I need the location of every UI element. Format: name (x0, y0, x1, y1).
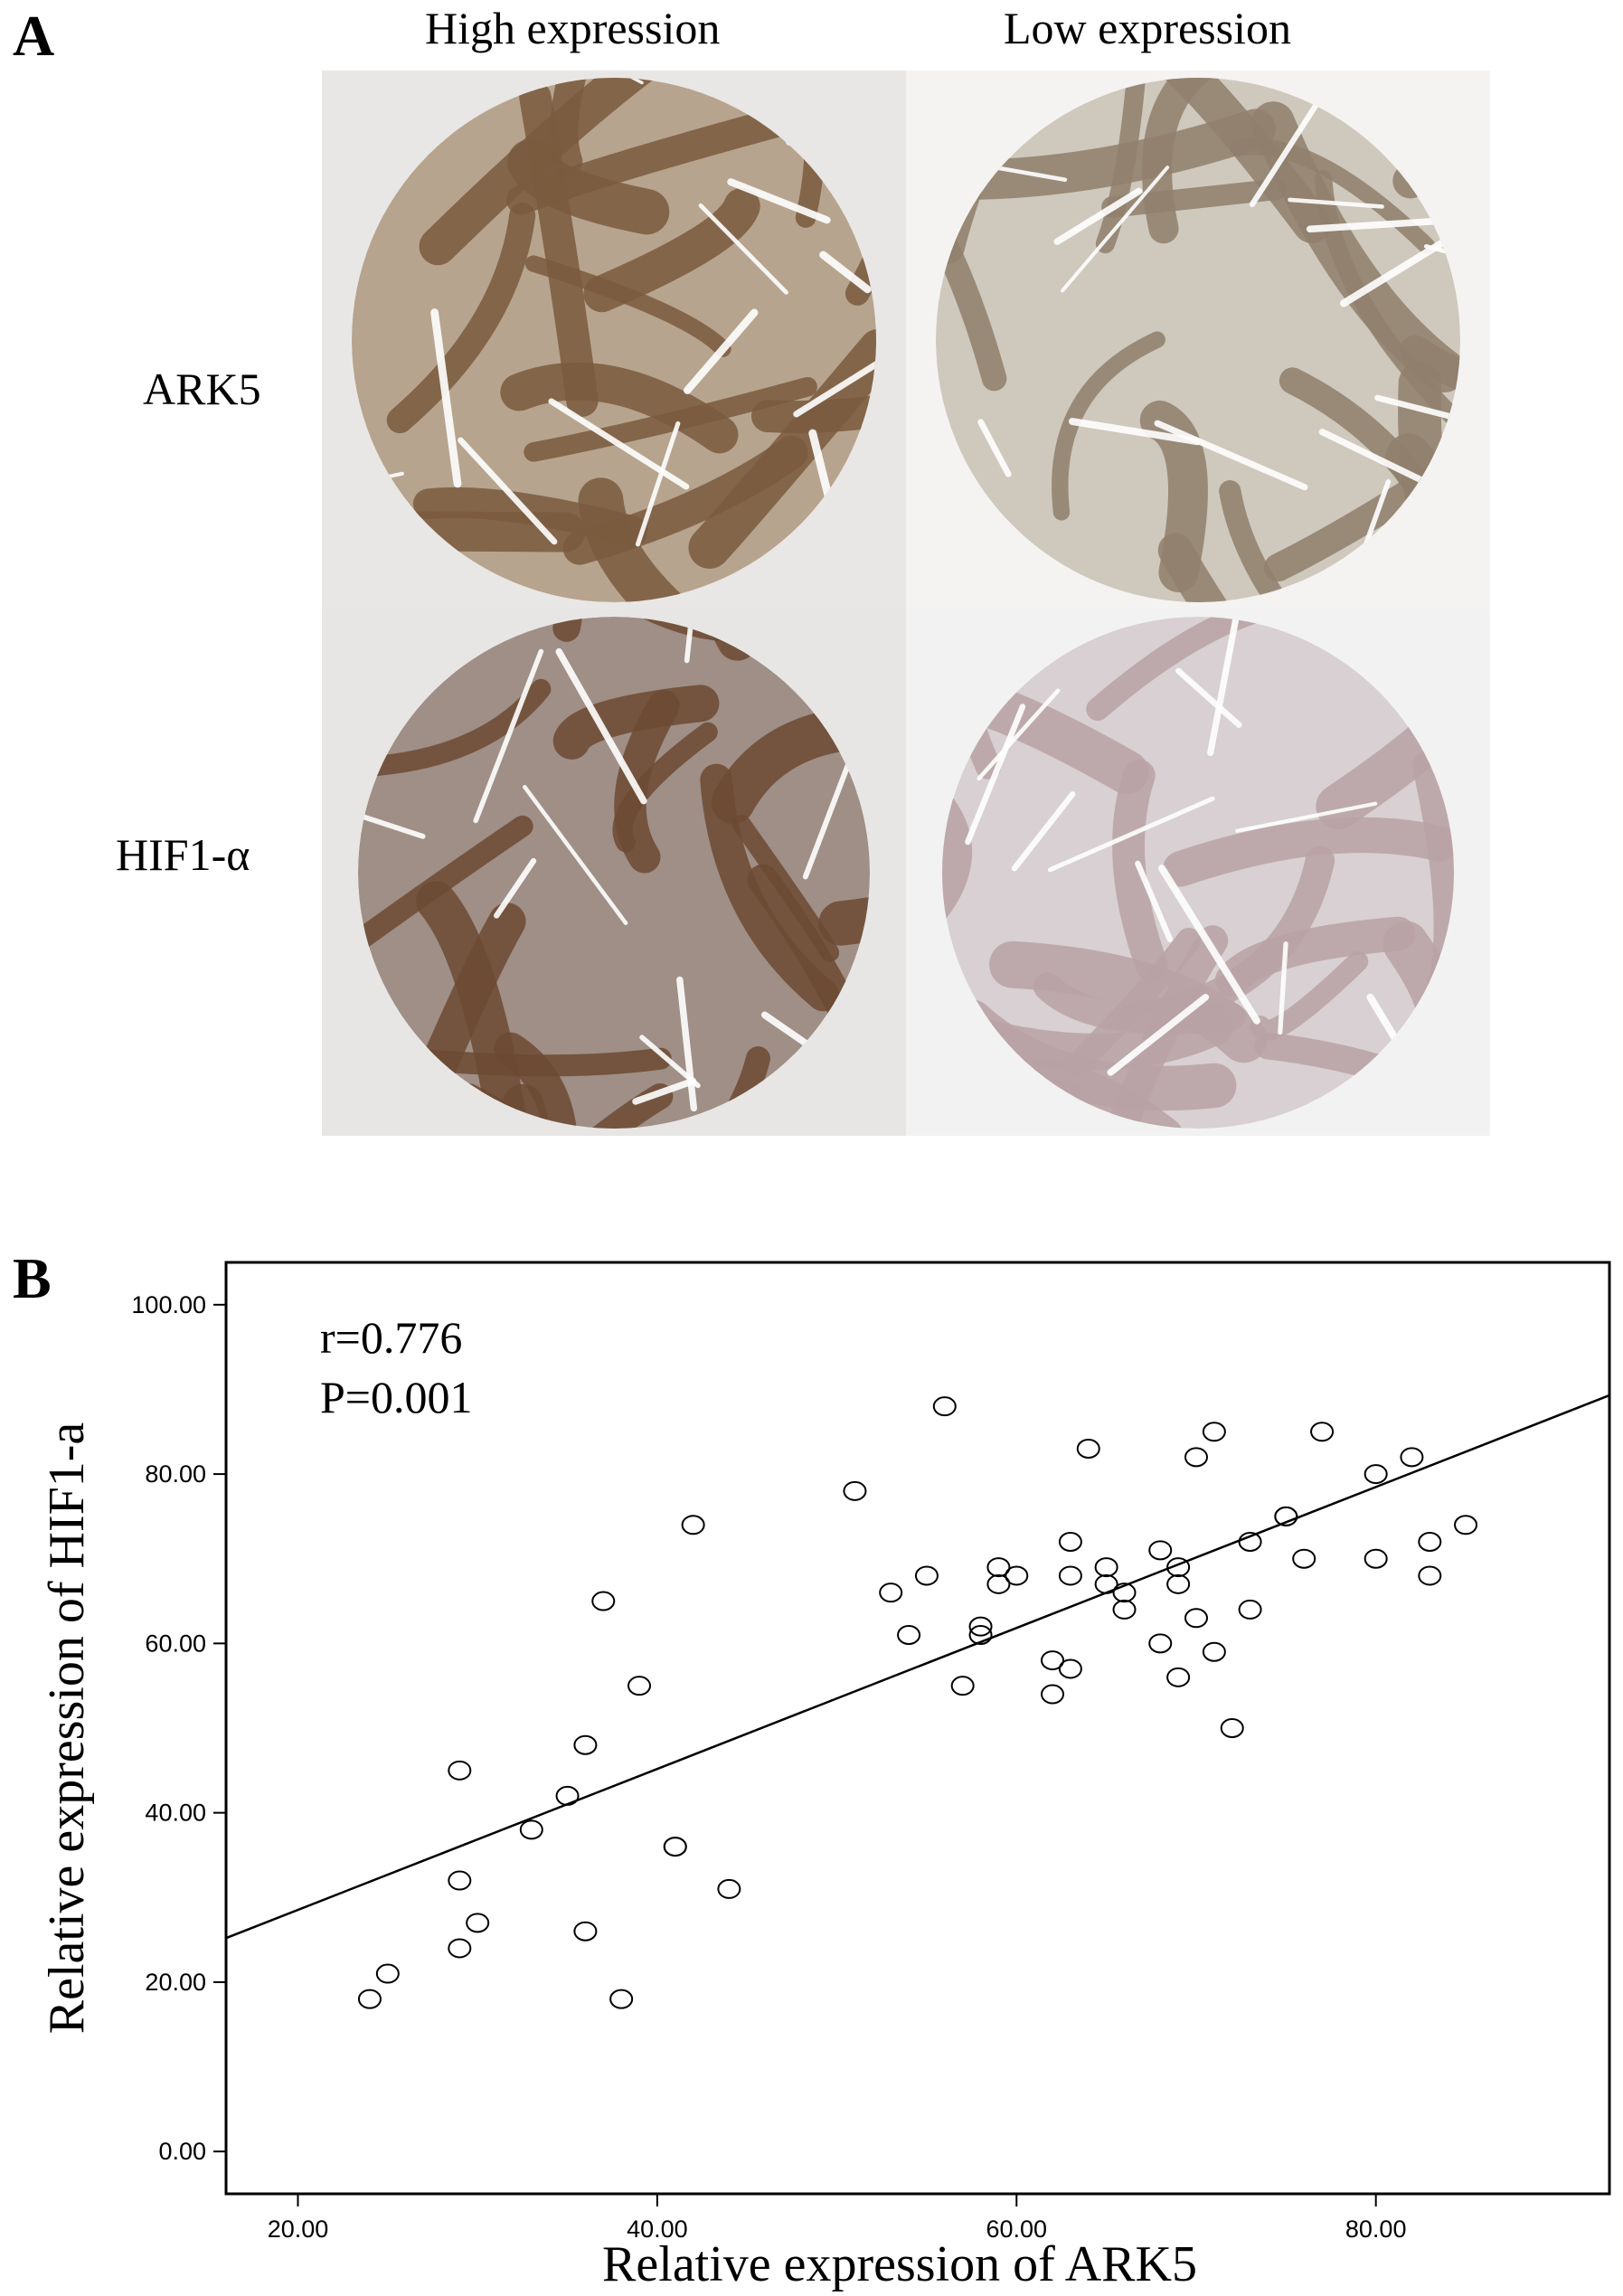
data-point (591, 1591, 616, 1611)
row-header-hif1a: HIF1-α (116, 829, 250, 880)
data-point (375, 1963, 400, 1984)
data-point (879, 1583, 903, 1603)
y-tick-label: 20.00 (145, 1969, 206, 1996)
data-point (897, 1625, 921, 1645)
data-point (968, 1625, 993, 1645)
data-point (627, 1676, 652, 1696)
data-point (932, 1396, 957, 1417)
data-point (448, 1870, 472, 1891)
data-point (448, 1938, 472, 1959)
data-point (1166, 1667, 1191, 1687)
data-point (1166, 1573, 1191, 1594)
scatter-chart: 0.00 20.00 40.00 60.00 80.00 100.00 20.00 40.0… (39, 1261, 1611, 2292)
y-axis-ticks: 0.00 20.00 40.00 60.00 80.00 100.00 (131, 1291, 226, 2165)
data-point (1274, 1506, 1298, 1526)
data-points (357, 1396, 1478, 2009)
data-point (1418, 1565, 1442, 1586)
data-point (1041, 1684, 1065, 1705)
panel-b-label: B (13, 1246, 52, 1310)
data-point (968, 1616, 993, 1637)
y-tick-label: 0.00 (158, 2138, 206, 2165)
data-point (1112, 1599, 1137, 1620)
data-point (1148, 1540, 1173, 1561)
data-point (1364, 1464, 1388, 1485)
data-point (573, 1921, 598, 1942)
data-point (663, 1837, 687, 1857)
x-axis-ticks: 20.00 40.00 60.00 80.00 (268, 2194, 1407, 2243)
column-header-high: High expression (425, 3, 721, 53)
data-point (1310, 1422, 1335, 1442)
stat-r: r=0.776 (320, 1312, 462, 1363)
data-point (717, 1878, 741, 1899)
ark5-low-tissue-image (906, 71, 1490, 609)
data-point (1400, 1447, 1424, 1468)
x-axis-label: Relative expression of ARK5 (602, 2236, 1197, 2292)
data-point (681, 1515, 705, 1535)
data-point (1202, 1641, 1226, 1662)
data-point (1238, 1599, 1262, 1620)
data-point (950, 1676, 975, 1696)
data-point (1238, 1532, 1262, 1552)
data-point (466, 1913, 490, 1933)
data-point (1041, 1650, 1065, 1671)
data-point (843, 1480, 867, 1501)
data-point (1058, 1658, 1082, 1679)
data-point (555, 1785, 580, 1806)
regression-line (225, 1394, 1610, 1940)
row-header-ark5: ARK5 (143, 364, 261, 414)
data-point (1076, 1439, 1100, 1459)
data-point (1148, 1633, 1173, 1654)
panel-a-label: A (13, 4, 55, 68)
x-tick-label: 60.00 (986, 2216, 1047, 2243)
data-point (1364, 1548, 1388, 1569)
data-point (1418, 1532, 1442, 1552)
data-point (573, 1734, 598, 1755)
data-point (1058, 1532, 1082, 1552)
x-tick-label: 80.00 (1345, 2216, 1407, 2243)
data-point (1454, 1515, 1478, 1535)
data-point (1112, 1583, 1137, 1603)
stat-p: P=0.001 (320, 1372, 473, 1422)
data-point (1202, 1422, 1226, 1442)
hif1a-low-tissue-image (906, 609, 1490, 1136)
data-point (448, 1760, 472, 1781)
data-point (609, 1989, 634, 2009)
y-axis-label: Relative expression of HIF1-a (39, 1422, 95, 2035)
x-tick-label: 20.00 (268, 2216, 329, 2243)
data-point (1166, 1557, 1191, 1578)
y-tick-label: 40.00 (145, 1800, 206, 1827)
data-point (914, 1565, 939, 1586)
data-point (1094, 1557, 1118, 1578)
x-tick-label: 40.00 (627, 2216, 688, 2243)
data-point (986, 1557, 1011, 1578)
y-tick-label: 100.00 (131, 1291, 206, 1318)
plot-frame (224, 1261, 1611, 2196)
data-point (1058, 1565, 1082, 1586)
data-point (357, 1989, 382, 2009)
data-point (1292, 1548, 1316, 1569)
data-point (1184, 1608, 1208, 1629)
data-point (986, 1573, 1011, 1594)
column-header-low: Low expression (1004, 3, 1291, 53)
data-point (1220, 1718, 1244, 1738)
hif1a-high-tissue-image (322, 609, 906, 1136)
y-tick-label: 80.00 (145, 1460, 206, 1488)
ark5-high-tissue-image (322, 71, 906, 609)
data-point (519, 1819, 543, 1840)
data-point (1094, 1573, 1118, 1594)
data-point (1184, 1447, 1208, 1468)
y-tick-label: 60.00 (145, 1630, 206, 1657)
data-point (1005, 1565, 1029, 1586)
